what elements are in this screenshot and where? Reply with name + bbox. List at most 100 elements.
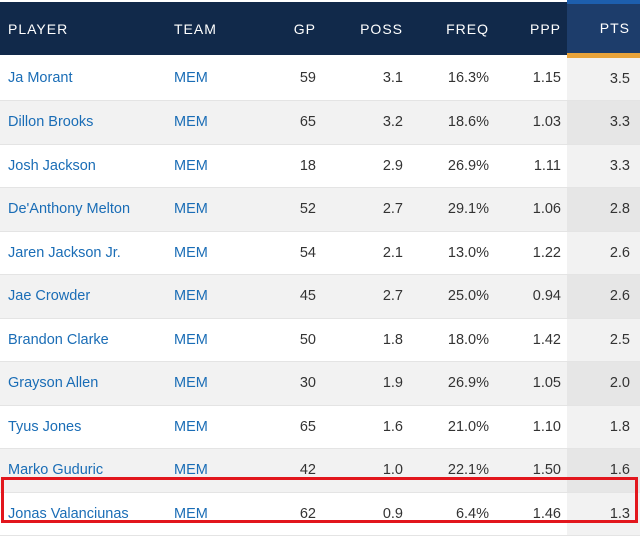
team-link[interactable]: MEM bbox=[174, 114, 208, 131]
cell-freq: 25.0% bbox=[447, 288, 489, 305]
player-name-link[interactable]: Ja Morant bbox=[8, 69, 73, 86]
table-row: Ja Morant MEM 59 3.1 16.3% 1.15 3.5 bbox=[0, 55, 640, 101]
team-link[interactable]: MEM bbox=[174, 244, 208, 261]
table-cell-ppp: 1.46 bbox=[497, 492, 567, 536]
table-cell-gp: 42 bbox=[264, 448, 322, 493]
team-link[interactable]: MEM bbox=[174, 462, 208, 479]
table-row-highlighted: Jonas Valanciunas MEM 62 0.9 6.4% 1.46 1.3 bbox=[0, 492, 640, 536]
table-cell-pts: 2.6 bbox=[567, 231, 640, 275]
cell-pts: 1.3 bbox=[609, 505, 630, 522]
cell-poss: 2.9 bbox=[382, 157, 403, 174]
table-cell-gp: 50 bbox=[264, 318, 322, 362]
cell-poss: 1.8 bbox=[382, 331, 403, 348]
team-link[interactable]: MEM bbox=[174, 69, 208, 86]
table-cell-freq: 6.4% bbox=[410, 492, 497, 536]
player-name-link[interactable]: Dillon Brooks bbox=[8, 114, 94, 131]
table-cell-poss: 0.9 bbox=[322, 492, 410, 536]
cell-ppp: 1.11 bbox=[533, 157, 561, 174]
column-header-ppp[interactable]: PPP bbox=[497, 2, 567, 55]
cell-gp: 65 bbox=[299, 418, 316, 435]
column-header-pts-sorted[interactable]: PTS bbox=[567, 0, 640, 58]
team-link[interactable]: MEM bbox=[174, 418, 208, 435]
table-cell-player: Dillon Brooks bbox=[0, 100, 174, 145]
player-name-link[interactable]: De'Anthony Melton bbox=[8, 201, 131, 218]
table-cell-poss: 1.8 bbox=[322, 318, 410, 362]
table-row: Jae Crowder MEM 45 2.7 25.0% 0.94 2.6 bbox=[0, 274, 640, 319]
team-link[interactable]: MEM bbox=[174, 331, 208, 348]
table-cell-poss: 2.1 bbox=[322, 231, 410, 275]
table-cell-team: MEM bbox=[174, 405, 264, 449]
team-link[interactable]: MEM bbox=[174, 157, 208, 174]
table-cell-freq: 18.0% bbox=[410, 318, 497, 362]
player-name-link[interactable]: Jaren Jackson Jr. bbox=[8, 244, 121, 261]
table-cell-poss: 2.9 bbox=[322, 144, 410, 188]
player-name-link[interactable]: Josh Jackson bbox=[8, 157, 96, 174]
cell-poss: 2.7 bbox=[382, 201, 403, 218]
player-name-link[interactable]: Jae Crowder bbox=[8, 288, 91, 305]
cell-pts: 2.6 bbox=[609, 244, 630, 261]
table-cell-team: MEM bbox=[174, 144, 264, 188]
table-cell-freq: 21.0% bbox=[410, 405, 497, 449]
table-row: Brandon Clarke MEM 50 1.8 18.0% 1.42 2.5 bbox=[0, 318, 640, 362]
cell-ppp: 1.10 bbox=[532, 418, 561, 435]
table-cell-poss: 3.2 bbox=[322, 100, 410, 145]
cell-pts: 2.0 bbox=[609, 375, 630, 392]
table-row: De'Anthony Melton MEM 52 2.7 29.1% 1.06 2.8 bbox=[0, 187, 640, 232]
table-cell-gp: 65 bbox=[264, 405, 322, 449]
column-header-team[interactable]: TEAM bbox=[174, 2, 264, 55]
cell-freq: 22.1% bbox=[447, 462, 489, 479]
cell-pts: 1.6 bbox=[609, 462, 630, 479]
team-link[interactable]: MEM bbox=[174, 288, 208, 305]
table-cell-ppp: 0.94 bbox=[497, 274, 567, 319]
table-header-row: PLAYER TEAM GP POSS FREQ PPP PTS bbox=[0, 0, 640, 58]
team-link[interactable]: MEM bbox=[174, 505, 208, 522]
cell-ppp: 1.06 bbox=[532, 201, 561, 218]
cell-gp: 65 bbox=[299, 114, 316, 131]
table-cell-freq: 16.3% bbox=[410, 55, 497, 101]
table-cell-ppp: 1.06 bbox=[497, 187, 567, 232]
cell-freq: 18.6% bbox=[447, 114, 489, 131]
cell-poss: 2.7 bbox=[382, 288, 403, 305]
cell-gp: 52 bbox=[299, 201, 316, 218]
team-link[interactable]: MEM bbox=[174, 201, 208, 218]
cell-gp: 18 bbox=[299, 157, 316, 174]
column-header-poss[interactable]: POSS bbox=[322, 2, 410, 55]
player-name-link[interactable]: Tyus Jones bbox=[8, 418, 82, 435]
cell-freq: 13.0% bbox=[447, 244, 489, 261]
cell-gp: 50 bbox=[299, 331, 316, 348]
table-cell-pts: 3.5 bbox=[567, 55, 640, 101]
table-cell-gp: 45 bbox=[264, 274, 322, 319]
team-link[interactable]: MEM bbox=[174, 375, 208, 392]
column-header-player[interactable]: PLAYER bbox=[0, 2, 174, 55]
cell-pts: 3.3 bbox=[609, 114, 630, 131]
table-cell-freq: 22.1% bbox=[410, 448, 497, 493]
player-name-link[interactable]: Marko Guduric bbox=[8, 462, 104, 479]
cell-poss: 0.9 bbox=[382, 505, 403, 522]
table-row: Tyus Jones MEM 65 1.6 21.0% 1.10 1.8 bbox=[0, 405, 640, 449]
table-cell-player: Ja Morant bbox=[0, 55, 174, 101]
table-cell-ppp: 1.50 bbox=[497, 448, 567, 493]
column-header-freq[interactable]: FREQ bbox=[410, 2, 497, 55]
table-cell-gp: 18 bbox=[264, 144, 322, 188]
cell-poss: 2.1 bbox=[382, 244, 403, 261]
cell-pts: 3.3 bbox=[609, 157, 630, 174]
player-name-link[interactable]: Brandon Clarke bbox=[8, 331, 109, 348]
table-cell-gp: 52 bbox=[264, 187, 322, 232]
table-cell-pts: 1.8 bbox=[567, 405, 640, 449]
table-cell-freq: 26.9% bbox=[410, 144, 497, 188]
table-cell-player: Josh Jackson bbox=[0, 144, 174, 188]
table-cell-ppp: 1.22 bbox=[497, 231, 567, 275]
table-cell-freq: 25.0% bbox=[410, 274, 497, 319]
table-cell-player: Grayson Allen bbox=[0, 361, 174, 406]
table-cell-ppp: 1.03 bbox=[497, 100, 567, 145]
player-name-link[interactable]: Jonas Valanciunas bbox=[8, 505, 129, 522]
table-cell-pts: 2.6 bbox=[567, 274, 640, 319]
table-row: Grayson Allen MEM 30 1.9 26.9% 1.05 2.0 bbox=[0, 361, 640, 406]
table-row: Josh Jackson MEM 18 2.9 26.9% 1.11 3.3 bbox=[0, 144, 640, 188]
cell-pts: 2.6 bbox=[609, 288, 630, 305]
cell-ppp: 1.50 bbox=[532, 462, 561, 479]
column-header-gp[interactable]: GP bbox=[264, 2, 322, 55]
player-name-link[interactable]: Grayson Allen bbox=[8, 375, 99, 392]
cell-ppp: 0.94 bbox=[532, 288, 561, 305]
